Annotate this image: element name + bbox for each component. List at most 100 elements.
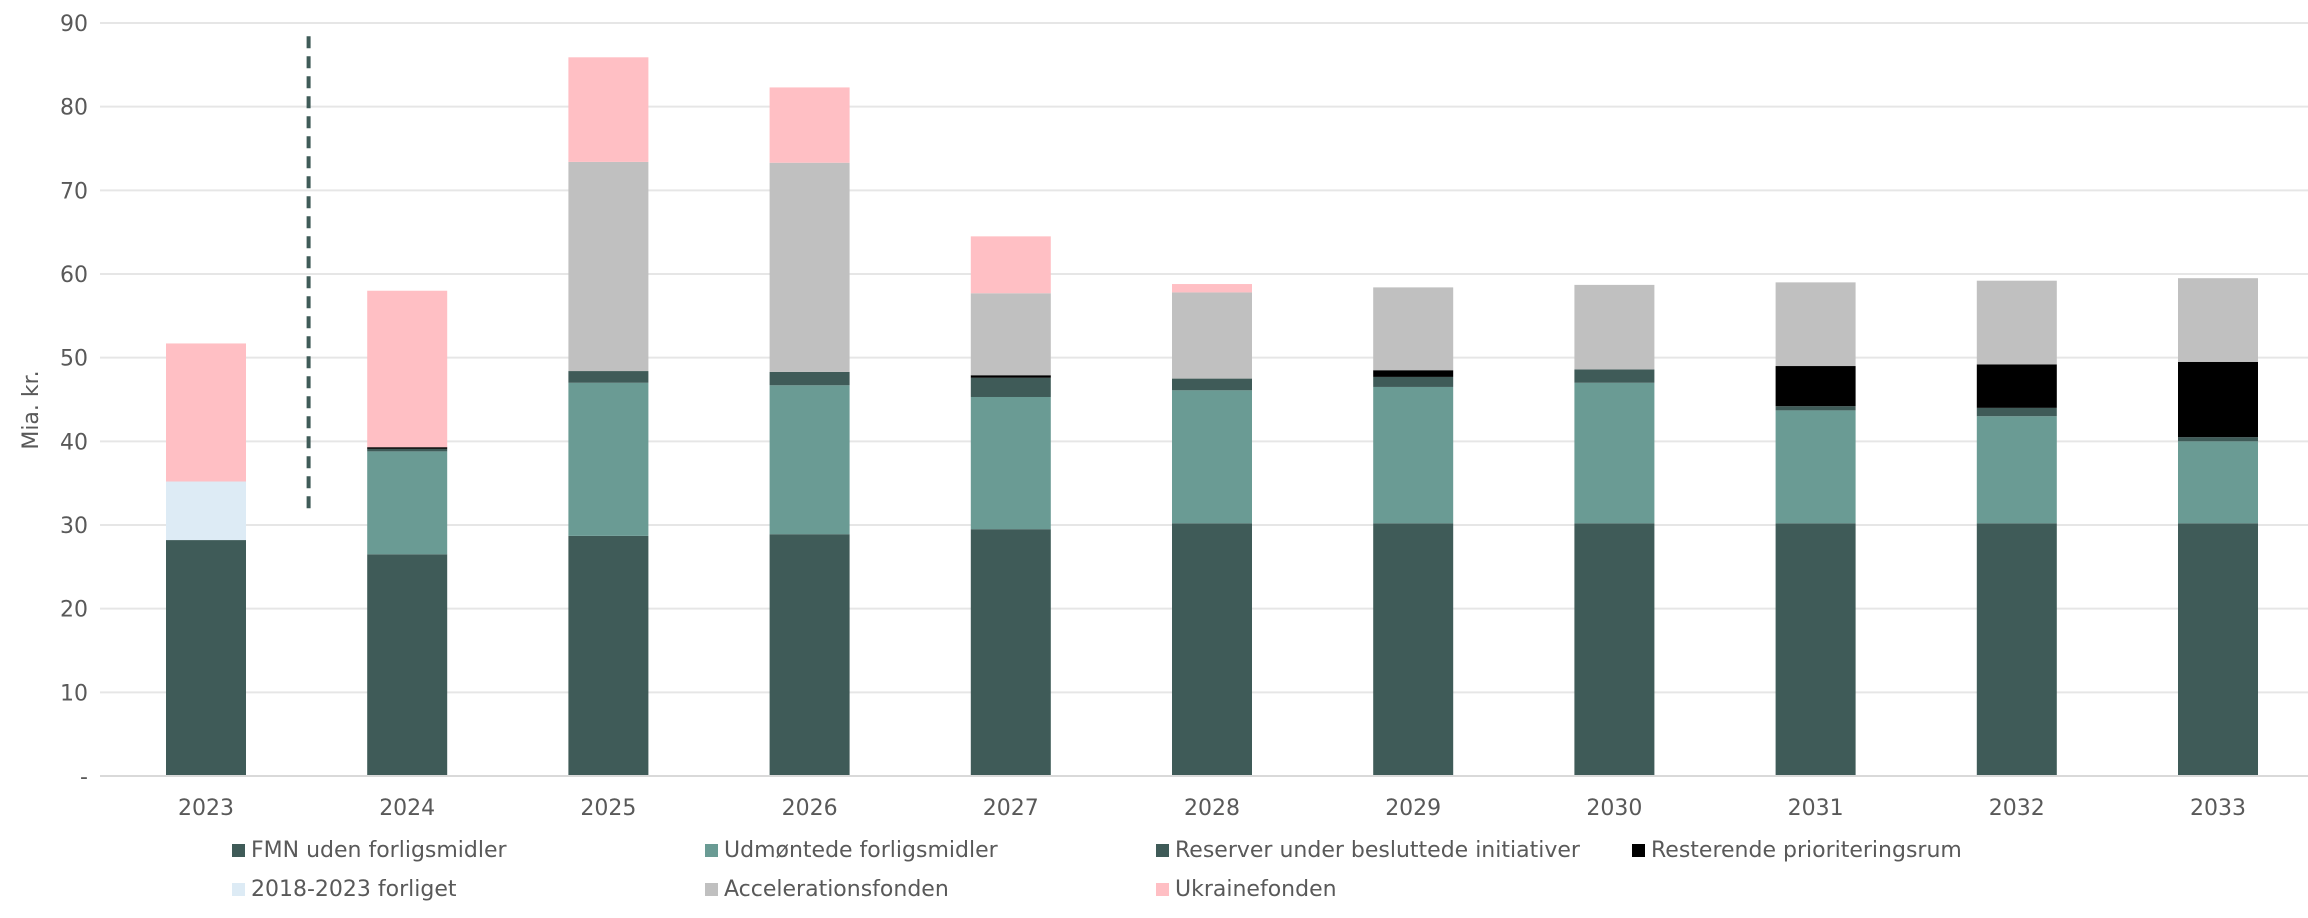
y-tick-label: 80 xyxy=(60,96,88,121)
bar-segment xyxy=(1172,390,1252,524)
bar-stack-2026 xyxy=(769,87,850,776)
bar-segment xyxy=(568,535,649,776)
bar-stack-2033 xyxy=(2178,278,2258,776)
legend-swatch xyxy=(1156,844,1169,857)
bar-segment xyxy=(1172,292,1252,379)
x-tick-label: 2033 xyxy=(2190,796,2246,821)
bar-segment xyxy=(1373,523,1454,776)
bar-segment xyxy=(1976,364,2057,408)
bar-segment xyxy=(2178,437,2258,442)
x-tick-label: 2028 xyxy=(1184,796,1240,821)
bar-segment xyxy=(2178,441,2258,524)
bar-segment xyxy=(769,534,850,776)
legend-label: Resterende prioriteringsrum xyxy=(1651,838,1962,863)
y-tick-label: - xyxy=(80,765,88,790)
x-tick-label: 2027 xyxy=(983,796,1039,821)
y-tick-label: 20 xyxy=(60,598,88,623)
bar-segment xyxy=(769,162,850,372)
legend-label: FMN uden forligsmidler xyxy=(251,838,507,863)
bars xyxy=(166,57,2258,776)
y-tick-label: 90 xyxy=(60,12,88,37)
y-tick-label: 30 xyxy=(60,514,88,539)
bar-segment xyxy=(1373,287,1454,371)
bar-segment xyxy=(1172,378,1252,391)
bar-segment xyxy=(970,293,1051,376)
x-tick-label: 2026 xyxy=(782,796,838,821)
bar-stack-2025 xyxy=(568,57,649,776)
y-axis-ticks: - 10 20 30 40 50 60 70 80 90 xyxy=(60,12,88,790)
x-tick-label: 2031 xyxy=(1788,796,1844,821)
bar-segment xyxy=(1775,523,1856,776)
y-tick-label: 40 xyxy=(60,430,88,455)
legend-item: Ukrainefonden xyxy=(1156,877,1337,902)
legend-label: Ukrainefonden xyxy=(1175,877,1337,902)
y-tick-label: 70 xyxy=(60,179,88,204)
bar-segment xyxy=(2178,278,2258,362)
legend-swatch xyxy=(705,844,718,857)
legend-item: FMN uden forligsmidler xyxy=(232,838,507,863)
bar-segment xyxy=(970,396,1051,530)
bar-segment xyxy=(970,377,1051,397)
legend-label: Udmøntede forligsmidler xyxy=(724,838,998,863)
bar-segment xyxy=(970,529,1051,776)
bar-segment xyxy=(1775,366,1856,407)
legend-item: Resterende prioriteringsrum xyxy=(1632,838,1962,863)
bar-segment xyxy=(1976,280,2057,365)
bar-segment xyxy=(970,375,1051,378)
bar-segment xyxy=(367,451,448,555)
bar-segment xyxy=(1574,382,1655,524)
bar-stack-2024 xyxy=(367,290,448,776)
legend: FMN uden forligsmidler Udmøntede forligsm… xyxy=(232,838,2132,918)
bar-segment xyxy=(1976,416,2057,524)
bar-segment xyxy=(367,290,448,448)
bar-segment xyxy=(1373,370,1454,377)
bar-segment xyxy=(1574,523,1655,776)
y-tick-label: 10 xyxy=(60,681,88,706)
bar-segment xyxy=(2178,523,2258,776)
bar-segment xyxy=(769,87,850,163)
x-axis-ticks: 2023 2024 2025 2026 2027 2028 2029 2030 2031 2032… xyxy=(178,796,2246,821)
bar-segment xyxy=(1976,523,2057,776)
bar-segment xyxy=(367,554,448,776)
x-tick-label: 2029 xyxy=(1385,796,1441,821)
bar-stack-2030 xyxy=(1574,284,1655,776)
bar-segment xyxy=(1775,410,1856,524)
bar-stack-2032 xyxy=(1976,280,2057,776)
bar-segment xyxy=(970,236,1051,294)
legend-item: Accelerationsfonden xyxy=(705,877,949,902)
x-tick-label: 2032 xyxy=(1989,796,2045,821)
bar-segment xyxy=(568,382,649,536)
bar-segment xyxy=(367,448,448,452)
bar-stack-2029 xyxy=(1373,287,1454,776)
bar-segment xyxy=(166,343,246,482)
bar-segment xyxy=(1574,284,1655,370)
legend-item: 2018-2023 forliget xyxy=(232,877,457,902)
bar-segment xyxy=(568,57,649,162)
legend-label: Accelerationsfonden xyxy=(724,877,949,902)
bar-segment xyxy=(1172,284,1252,293)
bar-segment xyxy=(568,371,649,383)
legend-swatch xyxy=(232,844,245,857)
bar-segment xyxy=(1775,282,1856,367)
bar-segment xyxy=(2178,361,2258,438)
bar-segment xyxy=(166,481,246,541)
bar-segment xyxy=(166,540,246,776)
legend-swatch xyxy=(1632,844,1645,857)
x-tick-label: 2025 xyxy=(580,796,636,821)
y-axis-label: Mia. kr. xyxy=(19,370,44,449)
bar-segment xyxy=(367,447,448,449)
legend-label: Reserver under besluttede initiativer xyxy=(1175,838,1580,863)
bar-segment xyxy=(769,371,850,386)
bar-stack-2023 xyxy=(166,343,246,776)
y-tick-label: 60 xyxy=(60,263,88,288)
bar-segment xyxy=(1976,407,2057,417)
bar-segment xyxy=(1574,369,1655,383)
bar-segment xyxy=(1172,523,1252,776)
legend-item: Udmøntede forligsmidler xyxy=(705,838,998,863)
bar-segment xyxy=(1775,406,1856,411)
legend-swatch xyxy=(1156,883,1169,896)
bar-segment xyxy=(1373,376,1454,387)
bar-segment xyxy=(1373,386,1454,524)
legend-swatch xyxy=(705,883,718,896)
